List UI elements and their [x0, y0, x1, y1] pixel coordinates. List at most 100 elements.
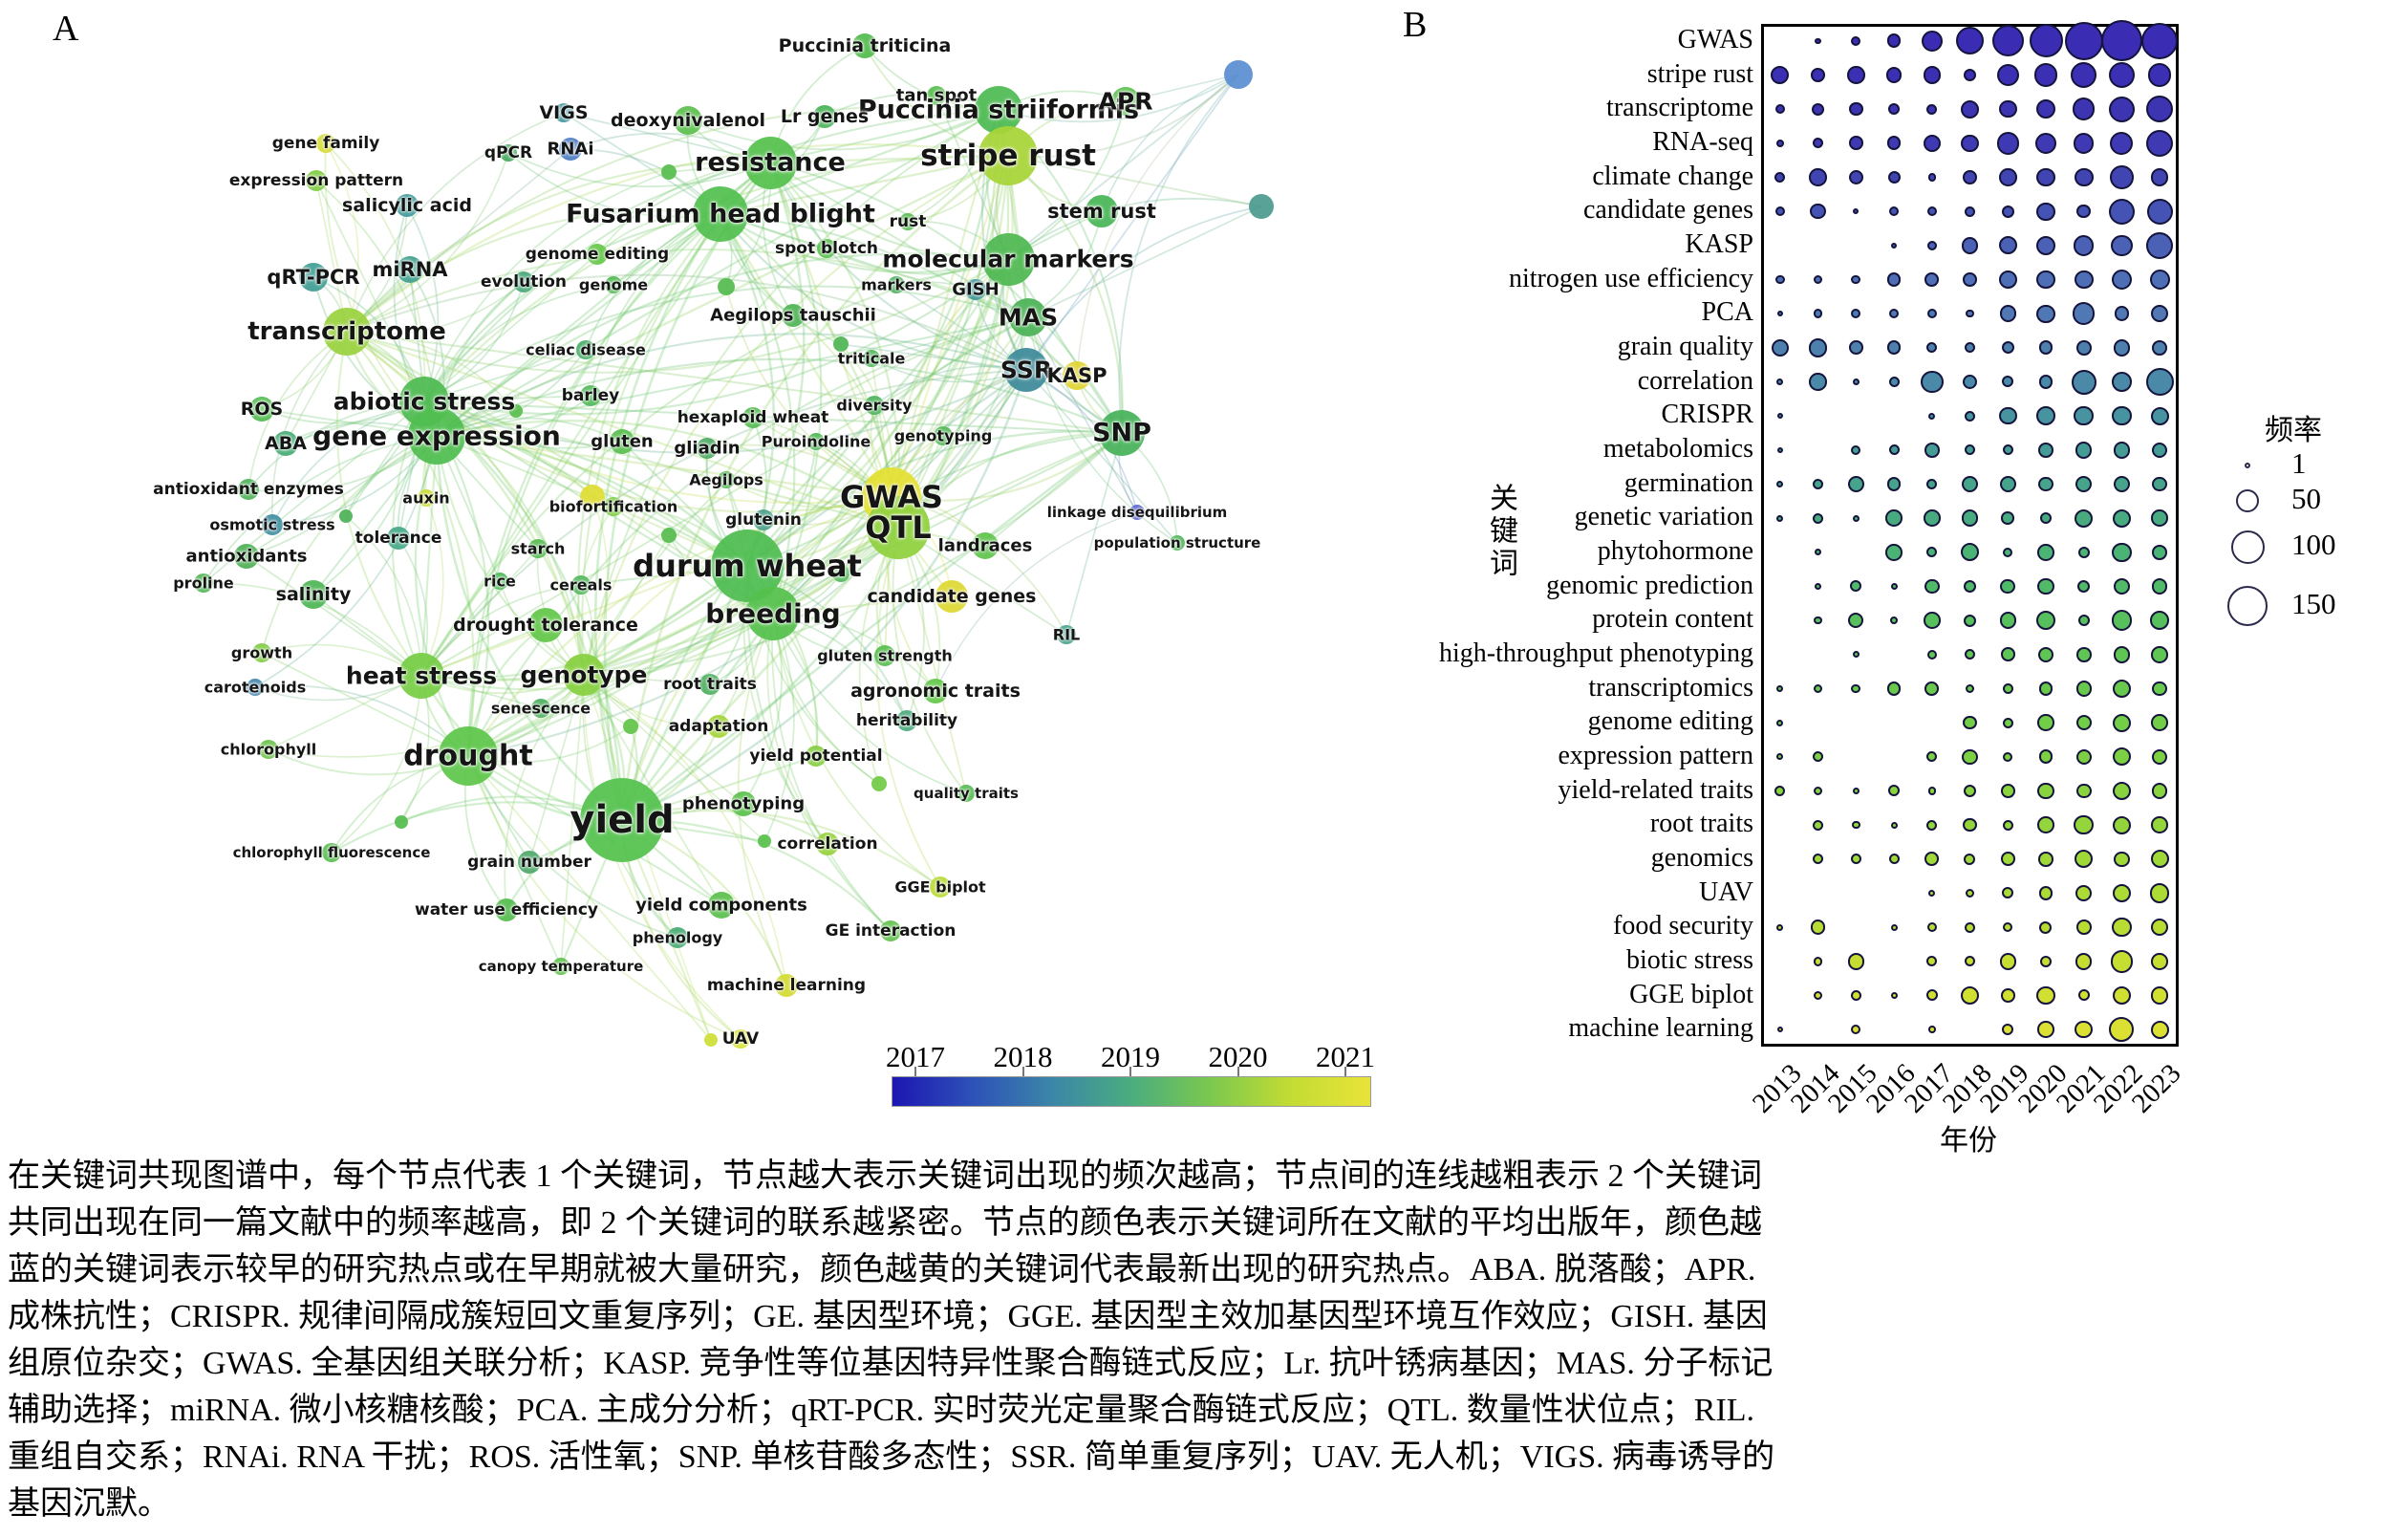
network-node	[299, 580, 328, 609]
frequency-bubble	[2076, 204, 2092, 219]
network-edge	[1065, 432, 1123, 636]
frequency-bubble	[1852, 820, 1860, 830]
frequency-bubble	[2110, 950, 2134, 973]
network-edge	[423, 400, 1123, 435]
frequency-bubble	[2037, 782, 2054, 800]
network-edge	[769, 162, 1009, 261]
network-node	[571, 575, 591, 595]
frequency-bubble	[1996, 132, 2019, 155]
network-edge	[772, 258, 1009, 615]
network-node	[580, 778, 664, 862]
frequency-bubble	[1776, 514, 1784, 522]
frequency-bubble	[1965, 342, 1976, 354]
frequency-bubble	[1848, 136, 1863, 151]
network-node-label: hexaploid wheat	[677, 408, 829, 427]
frequency-bubble	[1850, 990, 1861, 1002]
network-edge	[891, 432, 1123, 502]
frequency-bubble	[2113, 442, 2131, 459]
frequency-bubble	[1926, 922, 1937, 933]
frequency-bubble	[2075, 475, 2093, 493]
network-node	[259, 740, 278, 759]
network-node	[775, 974, 798, 997]
network-node	[863, 350, 880, 367]
frequency-bubble	[2036, 270, 2055, 290]
network-edge	[346, 330, 1123, 435]
frequency-bubble	[1888, 854, 1900, 865]
network-node	[693, 186, 748, 242]
frequency-bubble	[2112, 372, 2132, 392]
frequency-bubble	[1853, 208, 1860, 215]
network-node-label: transcriptome	[247, 317, 446, 346]
network-node-label: water use efficiency	[415, 900, 598, 919]
network-node-label: QTL	[865, 509, 932, 546]
frequency-bubble	[2071, 369, 2096, 395]
network-node	[1063, 361, 1091, 390]
network-node	[817, 239, 836, 258]
frequency-bubble	[2075, 681, 2092, 697]
network-node-label: Aegilops	[689, 470, 763, 489]
frequency-bubble	[1926, 547, 1938, 558]
frequency-bubble	[1964, 69, 1977, 82]
panel-b-label: B	[1403, 5, 1428, 45]
frequency-bubble	[1771, 65, 1790, 85]
frequency-bubble	[2001, 341, 2014, 355]
network-edge	[436, 154, 1009, 438]
frequency-bubble	[1774, 206, 1785, 217]
network-edge	[436, 419, 899, 529]
network-node	[806, 746, 827, 767]
network-edge	[772, 155, 1010, 615]
network-node-label: quality traits	[914, 785, 1019, 802]
network-edge	[346, 209, 721, 333]
network-node	[316, 134, 335, 153]
frequency-bubble	[1889, 206, 1899, 217]
frequency-bubble	[1927, 173, 1937, 182]
network-edge	[621, 258, 1010, 822]
network-node	[667, 927, 688, 948]
keyword-row-label: CRISPR	[1661, 400, 1754, 430]
frequency-bubble	[1921, 370, 1944, 394]
frequency-bubble	[2077, 989, 2090, 1002]
frequency-bubble	[2038, 852, 2053, 867]
network-node	[576, 340, 595, 359]
network-edge	[1027, 206, 1262, 318]
frequency-bubble	[2003, 751, 2013, 762]
network-edge	[621, 369, 1028, 822]
frequency-bubble	[2110, 165, 2134, 189]
network-edge	[346, 105, 1000, 333]
keyword-row-label: nitrogen use efficiency	[1508, 263, 1753, 293]
frequency-bubble	[1964, 853, 1976, 865]
frequency-bubble	[1962, 374, 1978, 390]
network-node	[238, 479, 259, 500]
frequency-bubble	[1776, 685, 1784, 692]
network-edge	[325, 142, 359, 333]
network-edge	[583, 316, 1029, 676]
network-edge	[1025, 369, 1138, 513]
frequency-bubble	[1847, 66, 1865, 84]
network-node-label: RNAi	[547, 139, 594, 160]
frequency-bubble	[2002, 444, 2013, 456]
network-node-label: molecular markers	[882, 245, 1134, 273]
frequency-bubble	[1999, 475, 2016, 493]
frequency-bubble	[2151, 953, 2168, 970]
frequency-bubble	[2074, 270, 2094, 290]
network-node	[580, 385, 601, 406]
colorbar-tick	[1236, 1067, 1239, 1082]
network-node	[782, 304, 805, 327]
network-node-label: markers	[861, 275, 932, 294]
network-edge	[583, 674, 742, 1040]
network-node	[718, 278, 735, 295]
network-node	[509, 404, 523, 418]
network-node-label: senescence	[490, 699, 591, 718]
network-node-label: osmotic stress	[209, 515, 335, 534]
frequency-bubble	[2075, 783, 2092, 799]
frequency-bubble	[2075, 919, 2092, 935]
keyword-row-label: PCA	[1701, 297, 1753, 328]
frequency-bubble	[1852, 379, 1860, 385]
network-edge	[1118, 74, 1239, 434]
frequency-bubble	[1890, 821, 1898, 829]
frequency-legend-title: 频率	[2265, 415, 2322, 446]
frequency-bubble	[2075, 850, 2094, 869]
network-edge	[246, 555, 422, 677]
frequency-bubble	[1926, 206, 1937, 217]
network-node-label: evolution	[481, 272, 567, 292]
